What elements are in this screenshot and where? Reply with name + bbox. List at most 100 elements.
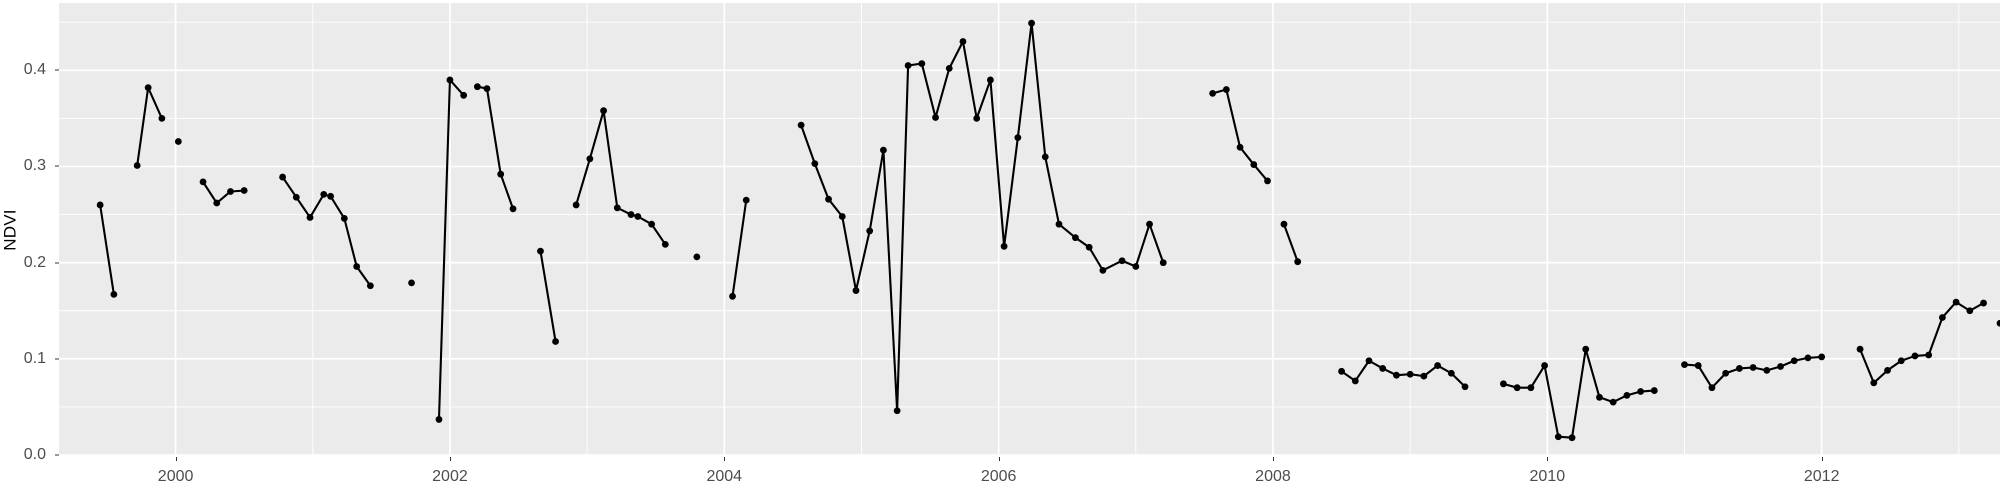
data-point [852, 287, 860, 294]
y-tick-label: 0.0 [23, 446, 46, 463]
data-point [880, 146, 887, 154]
data-point [1856, 345, 1864, 353]
data-point [435, 416, 443, 423]
y-tick-label: 0.2 [23, 253, 46, 271]
data-point [959, 38, 967, 45]
x-tick-label: 2000 [157, 468, 194, 485]
y-tick-mark [55, 69, 59, 71]
data-point [1146, 220, 1153, 228]
x-tick-label: 2006 [980, 468, 1017, 485]
data-point [1055, 220, 1063, 228]
data-point [320, 190, 328, 198]
data-point [1014, 134, 1022, 142]
x-tick-mark [175, 457, 177, 461]
series-line-segment [437, 78, 465, 421]
data-point [1966, 307, 1974, 315]
y-tick-label: 0.1 [23, 349, 46, 367]
x-tick-mark [1821, 457, 1823, 461]
plot-panel [59, 3, 2000, 455]
data-point [1897, 357, 1905, 365]
data-point [932, 114, 939, 121]
data-point [460, 91, 468, 99]
data-point [279, 173, 286, 181]
data-point [893, 407, 901, 415]
data-point [866, 227, 874, 235]
data-point [1527, 384, 1535, 392]
data-point [96, 201, 104, 209]
data-point [973, 115, 981, 122]
x-tick-mark [998, 457, 1000, 461]
data-point [1818, 353, 1826, 361]
data-point [1722, 369, 1730, 377]
data-point [408, 279, 415, 287]
data-point [473, 83, 481, 91]
series-line-segment [1340, 359, 1467, 388]
y-tick-label: 0.4 [23, 61, 46, 79]
data-point [627, 211, 635, 218]
data-point [1777, 363, 1784, 370]
data-point [174, 138, 182, 145]
data-point [945, 65, 953, 72]
y-tick-mark [55, 358, 59, 360]
series-line-segment [136, 86, 163, 167]
data-point [1209, 90, 1217, 97]
data-point [838, 213, 846, 220]
data-point [366, 282, 374, 290]
data-point [1236, 143, 1244, 151]
x-tick-label: 2010 [1529, 468, 1566, 485]
data-point [1925, 351, 1933, 359]
x-tick-mark [449, 457, 451, 461]
data-point [661, 240, 669, 248]
data-point [1099, 266, 1107, 274]
data-point [729, 292, 736, 300]
data-point [1650, 387, 1658, 394]
data-point [1393, 371, 1400, 379]
data-point [144, 84, 152, 92]
y-tick-mark [55, 165, 59, 167]
data-point [634, 213, 642, 220]
data-point [1996, 319, 2000, 327]
data-point [811, 160, 819, 168]
data-point [1952, 298, 1960, 306]
series-line-segment [476, 85, 515, 210]
series-line-segment [99, 203, 115, 296]
data-point [1568, 434, 1576, 442]
data-point [1118, 257, 1126, 265]
data-point [552, 338, 559, 345]
data-point [1554, 433, 1562, 441]
data-point [1447, 369, 1455, 377]
data-point [1938, 314, 1946, 321]
y-tick-mark [55, 454, 59, 456]
data-point [1434, 362, 1441, 369]
data-point [1609, 398, 1617, 406]
data-point [1884, 366, 1891, 374]
data-point [240, 187, 248, 194]
major-gridlines [59, 3, 2000, 455]
x-tick-label: 2004 [706, 468, 743, 485]
data-point [340, 215, 348, 222]
data-point [1041, 153, 1049, 161]
data-point [1749, 364, 1757, 371]
data-point [353, 263, 361, 270]
data-point [1582, 345, 1590, 353]
data-point [1623, 391, 1631, 399]
series-layer [96, 19, 2000, 442]
data-point [1085, 243, 1093, 251]
data-point [797, 121, 805, 129]
data-point [742, 196, 750, 204]
data-point [1804, 354, 1812, 362]
data-point [509, 205, 517, 213]
series-line-segment [281, 176, 372, 287]
x-tick-label: 2002 [432, 468, 468, 485]
data-point [1351, 377, 1359, 385]
data-point [1406, 370, 1414, 378]
data-point [1735, 365, 1743, 372]
x-tick-label: 2008 [1255, 468, 1291, 485]
series-line-segment [1683, 355, 1823, 389]
data-point [537, 247, 544, 255]
data-point [158, 115, 166, 122]
data-point [613, 204, 621, 212]
data-point [1870, 379, 1878, 387]
data-point [904, 62, 912, 69]
